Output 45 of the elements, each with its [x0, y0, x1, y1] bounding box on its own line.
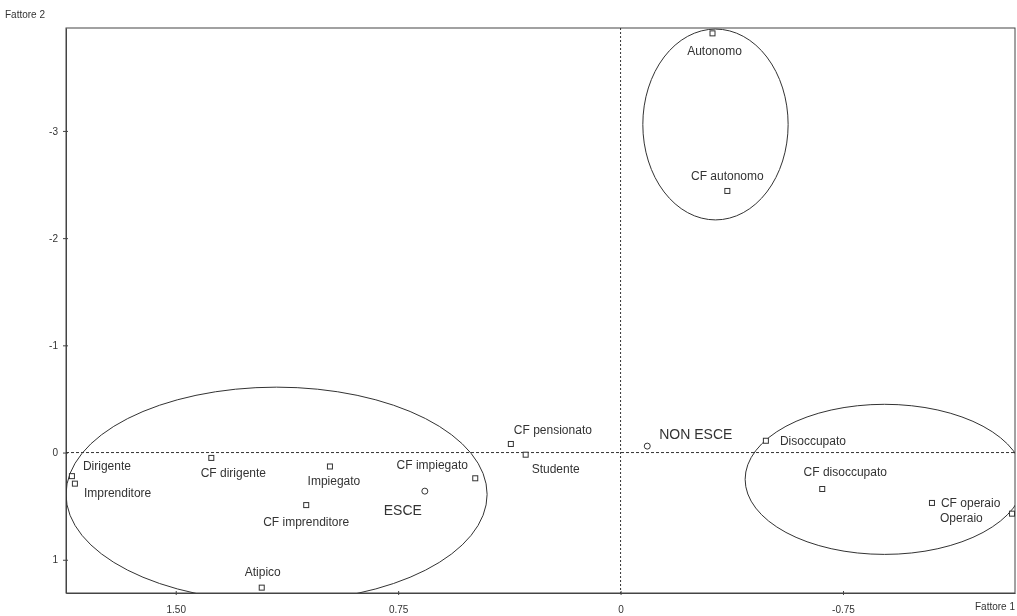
- y-tick-label: 1: [52, 554, 59, 566]
- x-tick-label: 0.75: [388, 604, 409, 615]
- annotation: Studente: [531, 461, 581, 476]
- point: [68, 473, 75, 480]
- point: [1009, 510, 1016, 517]
- x-tick-label: 0: [618, 604, 625, 615]
- y-axis-title: Fattore 2: [5, 9, 46, 20]
- point: [709, 30, 716, 37]
- point: [71, 480, 78, 487]
- point: [928, 499, 935, 506]
- annotation: CF impiegato: [396, 458, 469, 473]
- point: [724, 187, 731, 194]
- x-tick-label: -0.75: [832, 604, 856, 615]
- point: [643, 442, 651, 450]
- point: [762, 437, 769, 444]
- point: [326, 463, 333, 470]
- annotation: CF pensionato: [513, 422, 593, 437]
- annotation: CF operaio: [940, 495, 1001, 510]
- y-tick-label: -2: [49, 232, 59, 244]
- y-tick-label: 0: [52, 447, 59, 459]
- annotation: CF imprenditore: [263, 515, 350, 530]
- annotation: CF disoccupato: [803, 465, 888, 480]
- point: [472, 475, 479, 482]
- annotation: CF autonomo: [690, 168, 765, 183]
- x-axis-title: Fattore 1: [974, 601, 1016, 612]
- point: [819, 486, 826, 493]
- x-tick-label: 1.50: [166, 604, 187, 615]
- annotation: Atipico: [244, 564, 282, 579]
- point: [421, 487, 429, 495]
- y-tick-label: -1: [49, 340, 59, 352]
- annotation: Autonomo: [687, 44, 743, 59]
- annotation: Dirigente: [82, 459, 132, 474]
- annotation: Imprenditore: [83, 485, 152, 500]
- annotation: Operaio: [940, 510, 984, 525]
- point: [258, 584, 265, 591]
- point: [208, 454, 215, 461]
- annotation: CF dirigente: [200, 465, 267, 480]
- point: [303, 502, 310, 509]
- annotation: Impiegato: [307, 474, 361, 489]
- annotation: Disoccupato: [779, 433, 847, 448]
- annotation: ESCE: [383, 502, 422, 519]
- annotation: NON ESCE: [659, 426, 733, 443]
- point: [522, 451, 529, 458]
- y-tick-label: -3: [49, 125, 59, 137]
- point: [507, 440, 514, 447]
